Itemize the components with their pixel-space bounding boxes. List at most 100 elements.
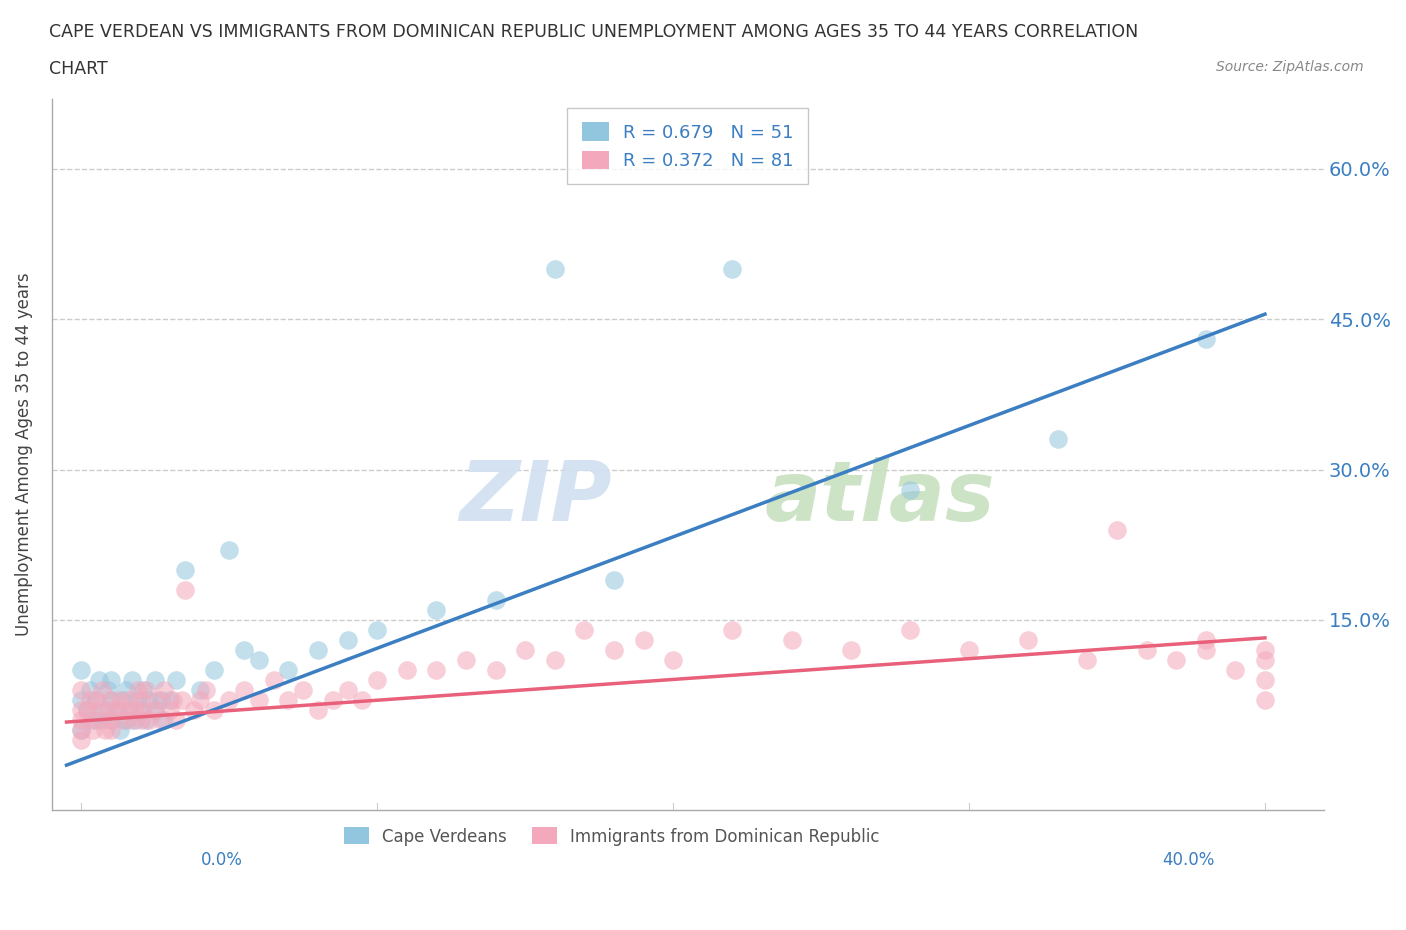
- Point: [138, 693, 160, 708]
- Point: [263, 672, 285, 687]
- Point: [425, 662, 447, 677]
- Point: [129, 693, 152, 708]
- Point: [839, 643, 862, 658]
- Point: [108, 723, 131, 737]
- Point: [91, 683, 114, 698]
- Y-axis label: Unemployment Among Ages 35 to 44 years: Unemployment Among Ages 35 to 44 years: [15, 272, 32, 636]
- Point: [124, 712, 146, 727]
- Point: [153, 712, 176, 727]
- Point: [1105, 523, 1128, 538]
- Text: 40.0%: 40.0%: [1163, 851, 1215, 869]
- Point: [100, 723, 122, 737]
- Point: [84, 693, 107, 708]
- Point: [1166, 653, 1188, 668]
- Point: [132, 702, 155, 717]
- Point: [174, 582, 197, 597]
- Point: [121, 712, 143, 727]
- Legend: Cape Verdeans, Immigrants from Dominican Republic: Cape Verdeans, Immigrants from Dominican…: [330, 814, 893, 858]
- Point: [603, 572, 626, 587]
- Point: [135, 712, 157, 727]
- Text: Source: ZipAtlas.com: Source: ZipAtlas.com: [1216, 60, 1364, 74]
- Point: [233, 683, 256, 698]
- Point: [188, 693, 211, 708]
- Text: CAPE VERDEAN VS IMMIGRANTS FROM DOMINICAN REPUBLIC UNEMPLOYMENT AMONG AGES 35 TO: CAPE VERDEAN VS IMMIGRANTS FROM DOMINICA…: [49, 23, 1139, 41]
- Text: 0.0%: 0.0%: [201, 851, 243, 869]
- Point: [484, 662, 506, 677]
- Point: [165, 712, 187, 727]
- Point: [662, 653, 685, 668]
- Point: [292, 683, 315, 698]
- Point: [218, 693, 240, 708]
- Point: [307, 702, 329, 717]
- Point: [76, 702, 98, 717]
- Point: [159, 702, 181, 717]
- Point: [118, 693, 141, 708]
- Point: [159, 693, 181, 708]
- Point: [100, 712, 122, 727]
- Point: [127, 693, 149, 708]
- Point: [79, 683, 101, 698]
- Point: [114, 702, 136, 717]
- Point: [76, 702, 98, 717]
- Text: ZIP: ZIP: [458, 457, 612, 538]
- Point: [105, 702, 128, 717]
- Point: [108, 693, 131, 708]
- Point: [105, 702, 128, 717]
- Point: [111, 693, 134, 708]
- Text: CHART: CHART: [49, 60, 108, 78]
- Point: [87, 702, 110, 717]
- Point: [898, 622, 921, 637]
- Point: [143, 702, 166, 717]
- Point: [84, 693, 107, 708]
- Point: [97, 702, 120, 717]
- Point: [114, 712, 136, 727]
- Point: [1254, 653, 1277, 668]
- Point: [165, 672, 187, 687]
- Point: [454, 653, 477, 668]
- Point: [352, 693, 374, 708]
- Point: [70, 693, 93, 708]
- Point: [114, 683, 136, 698]
- Point: [170, 693, 193, 708]
- Point: [957, 643, 980, 658]
- Point: [721, 622, 744, 637]
- Point: [82, 712, 104, 727]
- Point: [247, 653, 270, 668]
- Point: [277, 693, 299, 708]
- Point: [780, 632, 803, 647]
- Point: [143, 672, 166, 687]
- Point: [70, 702, 93, 717]
- Point: [111, 712, 134, 727]
- Point: [425, 603, 447, 618]
- Point: [70, 712, 93, 727]
- Point: [148, 693, 170, 708]
- Point: [1225, 662, 1247, 677]
- Point: [1254, 643, 1277, 658]
- Point: [135, 683, 157, 698]
- Point: [204, 662, 226, 677]
- Point: [515, 643, 537, 658]
- Point: [1195, 632, 1218, 647]
- Point: [121, 672, 143, 687]
- Point: [544, 653, 567, 668]
- Point: [1076, 653, 1098, 668]
- Point: [194, 683, 217, 698]
- Point: [336, 632, 359, 647]
- Point: [233, 643, 256, 658]
- Point: [150, 693, 173, 708]
- Point: [574, 622, 596, 637]
- Point: [188, 683, 211, 698]
- Point: [204, 702, 226, 717]
- Text: atlas: atlas: [765, 457, 995, 538]
- Point: [1195, 643, 1218, 658]
- Point: [1046, 432, 1069, 447]
- Point: [307, 643, 329, 658]
- Point: [87, 672, 110, 687]
- Point: [70, 683, 93, 698]
- Point: [79, 693, 101, 708]
- Point: [132, 683, 155, 698]
- Point: [247, 693, 270, 708]
- Point: [118, 702, 141, 717]
- Point: [100, 672, 122, 687]
- Point: [70, 662, 93, 677]
